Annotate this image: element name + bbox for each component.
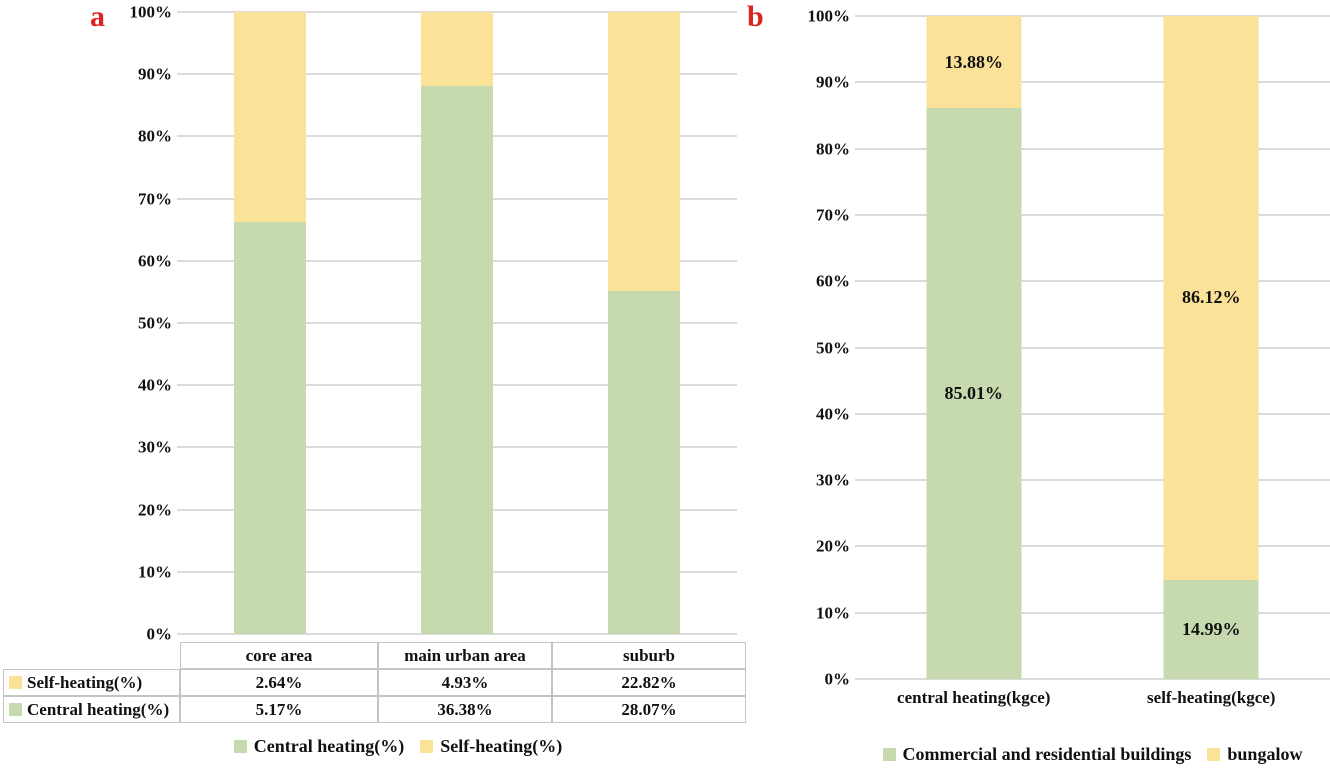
y-tick-label: 10% xyxy=(816,603,850,623)
legend-item-self-heating: Self-heating(%) xyxy=(420,736,562,757)
legend-item-bungalow: bungalow xyxy=(1207,744,1302,765)
segment-commercial-residential: 14.99% xyxy=(1163,579,1259,679)
x-tick-label-self-heating: self-heating(kgce) xyxy=(1147,688,1276,707)
row-label-text: Self-heating(%) xyxy=(27,672,143,692)
segment-central-heating xyxy=(234,222,307,634)
panel-b-legend: Commercial and residential buildings bun… xyxy=(855,744,1330,765)
legend-label: Commercial and residential buildings xyxy=(902,744,1192,764)
y-tick-label: 20% xyxy=(816,536,850,556)
y-tick-label: 90% xyxy=(138,64,172,84)
gridline xyxy=(855,213,1330,216)
panel-a-y-axis: 100% 90% 80% 70% 60% 50% 40% 30% 20% 10%… xyxy=(88,4,173,643)
y-tick-label: 50% xyxy=(816,338,850,357)
table-value: 36.38% xyxy=(378,696,552,723)
central-heating-swatch xyxy=(233,740,247,753)
y-tick-label: 10% xyxy=(138,562,172,582)
panel-b-y-axis: 100% 90% 80% 70% 60% 50% 40% 30% 20% 10%… xyxy=(766,8,851,688)
gridline xyxy=(855,611,1330,614)
y-tick-label: 70% xyxy=(816,205,850,225)
table-corner-cell xyxy=(3,642,180,669)
table-value: 4.93% xyxy=(378,669,552,696)
bar-central-heating-kgce: 13.88% 85.01% xyxy=(926,16,1022,679)
y-tick-label: 20% xyxy=(138,500,172,520)
gridline xyxy=(855,280,1330,283)
commercial-residential-swatch xyxy=(882,748,896,761)
segment-bungalow: 13.88% xyxy=(926,16,1022,109)
y-tick-label: 70% xyxy=(138,189,172,209)
legend-item-commercial-residential: Commercial and residential buildings xyxy=(882,744,1192,765)
table-row-label-self-heating: Self-heating(%) xyxy=(3,669,180,696)
table-header-main-urban-area: main urban area xyxy=(378,642,552,669)
table-header-suburb: suburb xyxy=(552,642,746,669)
y-tick-label: 60% xyxy=(816,271,850,291)
gridline xyxy=(855,479,1330,482)
table-value: 22.82% xyxy=(552,669,746,696)
y-tick-label: 40% xyxy=(138,375,172,395)
row-label-text: Central heating(%) xyxy=(27,699,170,719)
gridline xyxy=(855,81,1330,84)
gridline xyxy=(855,147,1330,150)
gridline xyxy=(855,15,1330,17)
gridline xyxy=(855,346,1330,349)
table-row-label-central-heating: Central heating(%) xyxy=(3,696,180,723)
self-heating-swatch xyxy=(9,676,22,689)
y-tick-label: 30% xyxy=(138,437,172,457)
table-header-core-area: core area xyxy=(180,642,378,669)
panel-a-letter: a xyxy=(90,0,105,33)
y-tick-label: 50% xyxy=(138,313,172,333)
data-label: 14.99% xyxy=(1182,618,1241,639)
gridline xyxy=(855,412,1330,415)
panel-b-letter: b xyxy=(747,0,764,33)
bungalow-swatch xyxy=(1207,748,1221,761)
panel-b-plot-area: 13.88% 85.01% 86.12% 14.99% xyxy=(855,15,1330,680)
legend-item-central-heating: Central heating(%) xyxy=(233,736,405,757)
panel-a-legend: Central heating(%) Self-heating(%) xyxy=(48,736,748,757)
segment-bungalow: 86.12% xyxy=(1163,16,1259,580)
y-tick-label: 100% xyxy=(129,2,173,22)
segment-self-heating xyxy=(234,12,307,223)
gridline xyxy=(855,545,1330,548)
data-label: 13.88% xyxy=(944,51,1004,72)
self-heating-swatch xyxy=(420,740,434,753)
panel-b-x-axis: central heating(kgce) self-heating(kgce) xyxy=(855,688,1330,712)
table-value: 2.64% xyxy=(180,669,378,696)
panel-a-data-table: core area main urban area suburb Self-he… xyxy=(3,642,746,723)
y-tick-label: 60% xyxy=(138,251,172,271)
segment-self-heating xyxy=(607,12,680,291)
legend-label: bungalow xyxy=(1227,744,1303,764)
central-heating-swatch xyxy=(9,703,22,716)
bar-core-area xyxy=(234,12,307,634)
panel-a-plot-area xyxy=(177,11,737,635)
segment-commercial-residential: 85.01% xyxy=(926,108,1022,679)
gridline xyxy=(855,678,1330,680)
y-tick-label: 100% xyxy=(807,6,851,26)
legend-label: Central heating(%) xyxy=(253,736,405,756)
data-label: 85.01% xyxy=(944,383,1004,403)
table-value: 28.07% xyxy=(552,696,746,723)
y-tick-label: 80% xyxy=(138,126,172,146)
segment-self-heating xyxy=(421,12,493,87)
bar-self-heating-kgce: 86.12% 14.99% xyxy=(1163,16,1259,679)
y-tick-label: 80% xyxy=(816,139,850,159)
data-label: 86.12% xyxy=(1182,287,1241,308)
x-tick-label-central-heating: central heating(kgce) xyxy=(897,688,1051,707)
y-tick-label: 90% xyxy=(816,72,850,92)
segment-central-heating xyxy=(607,290,680,634)
bar-main-urban-area xyxy=(421,12,493,634)
y-tick-label: 0% xyxy=(824,669,851,689)
bar-suburb xyxy=(607,12,680,634)
table-value: 5.17% xyxy=(180,696,378,723)
y-tick-label: 30% xyxy=(816,470,850,490)
y-tick-label: 0% xyxy=(146,624,173,644)
segment-central-heating xyxy=(421,86,493,634)
legend-label: Self-heating(%) xyxy=(440,736,563,756)
y-tick-label: 40% xyxy=(816,404,850,424)
gridline xyxy=(177,633,737,635)
